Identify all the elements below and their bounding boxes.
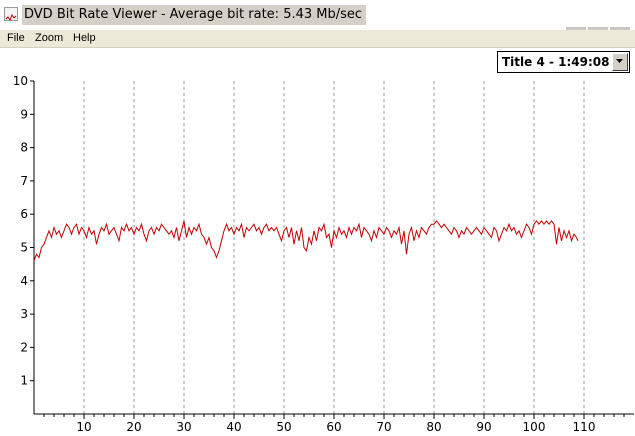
y-tick-label-1: 1 [20, 374, 28, 388]
minimize-button[interactable] [566, 26, 586, 30]
y-tick-label-10: 10 [13, 74, 28, 88]
maximize-button[interactable] [588, 26, 608, 30]
x-tick-label-20: 20 [126, 420, 141, 434]
title-selector-value: Title 4 - 1:49:08 [502, 55, 610, 69]
y-tick-label-9: 9 [20, 107, 28, 121]
chart-app-icon [4, 7, 18, 22]
y-tick-label-5: 5 [20, 241, 28, 255]
x-tick-label-60: 60 [326, 420, 341, 434]
x-tick-label-30: 30 [176, 420, 191, 434]
chevron-down-icon [616, 59, 623, 63]
title-bar: DVD Bit Rate Viewer - Average bit rate: … [0, 0, 635, 30]
y-tick-label-2: 2 [20, 340, 28, 354]
x-tick-label-80: 80 [426, 420, 441, 434]
x-tick-label-110: 110 [573, 420, 596, 434]
x-tick-label-40: 40 [226, 420, 241, 434]
menu-help[interactable]: Help [73, 32, 96, 44]
dropdown-arrow-button[interactable] [612, 53, 628, 71]
bit-rate-series-line [33, 220, 579, 261]
x-tick-label-90: 90 [476, 420, 491, 434]
y-tick-label-8: 8 [20, 141, 28, 155]
y-tick-label-7: 7 [20, 174, 28, 188]
menu-file[interactable]: File [7, 32, 25, 44]
title-selector-dropdown[interactable]: Title 4 - 1:49:08 [497, 51, 630, 73]
menu-bar: File Zoom Help [0, 30, 635, 48]
close-button[interactable] [610, 26, 630, 30]
window-title: DVD Bit Rate Viewer - Average bit rate: … [22, 5, 367, 25]
x-tick-label-50: 50 [276, 420, 291, 434]
y-tick-label-3: 3 [20, 307, 28, 321]
y-tick-label-4: 4 [20, 274, 28, 288]
x-tick-label-100: 100 [523, 420, 546, 434]
x-tick-label-70: 70 [376, 420, 391, 434]
menu-zoom[interactable]: Zoom [35, 32, 64, 44]
y-tick-label-6: 6 [20, 207, 28, 221]
x-tick-label-10: 10 [76, 420, 91, 434]
